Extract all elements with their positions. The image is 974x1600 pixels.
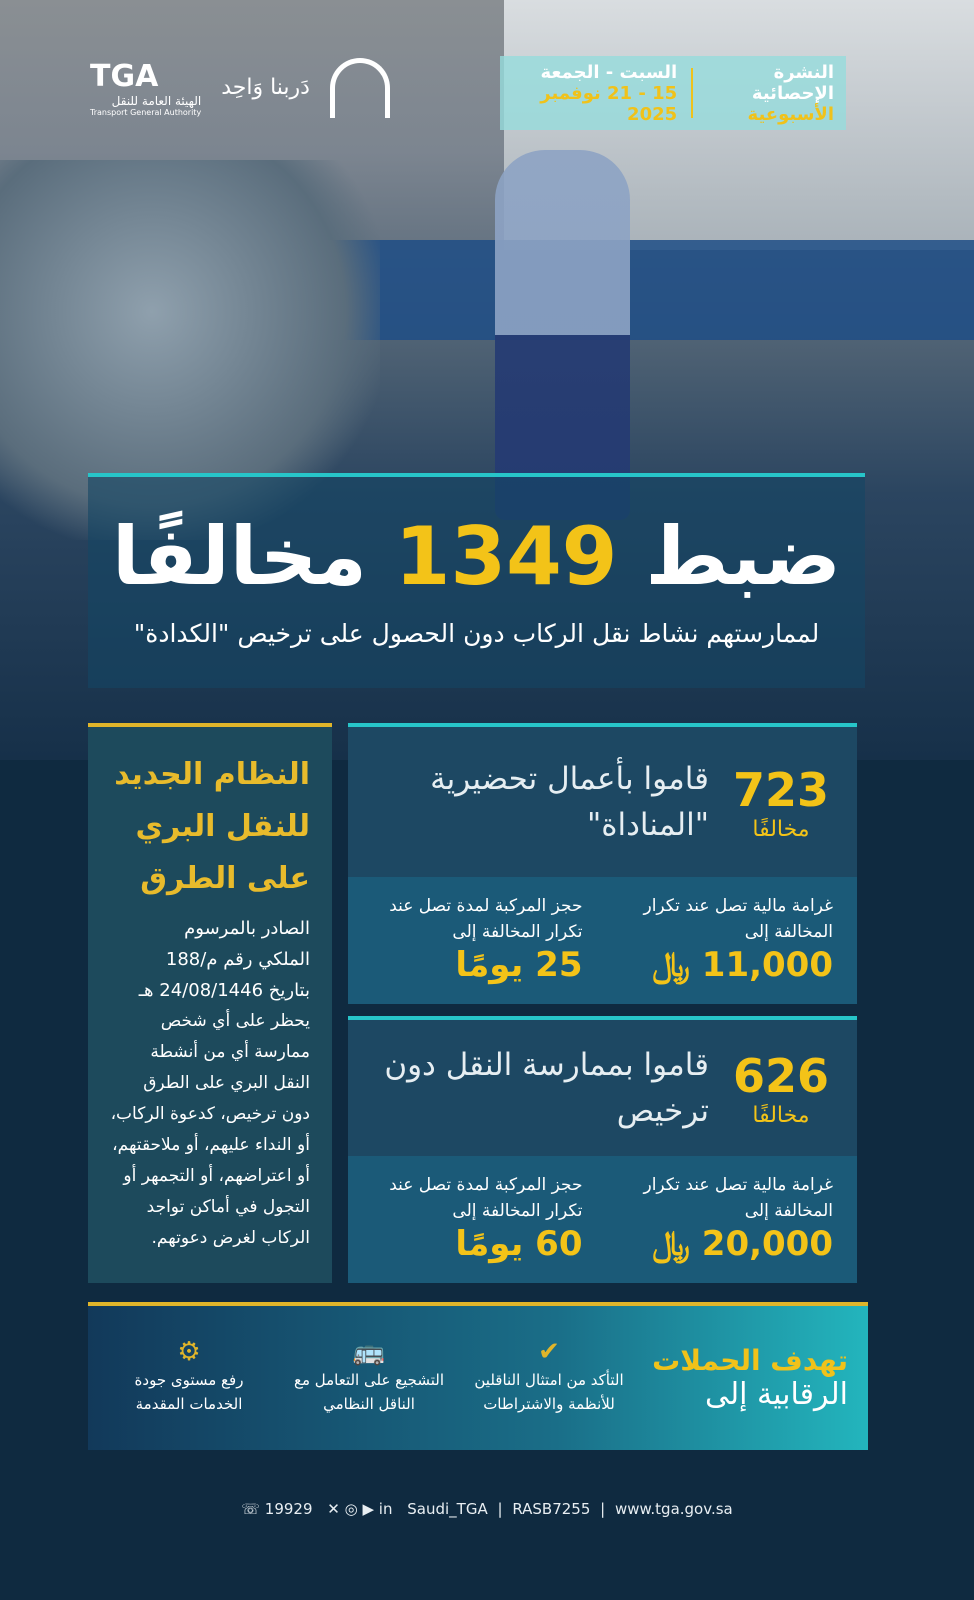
regulation-title: النظام الجديد للنقل البري على الطرق: [110, 749, 310, 905]
goals-title: تهدف الحملات: [652, 1344, 848, 1377]
bulletin-subtitle: الأسبوعية: [747, 103, 834, 125]
issued-line: الصادر بالمرسوم: [184, 918, 310, 939]
headline-subtitle: لممارستهم نشاط نقل الركاب دون الحصول على…: [133, 619, 820, 648]
issued-line: بتاريخ 24/08/1446 هـ: [138, 980, 310, 1001]
violation-description: قاموا بممارسة النقل دون ترخيص: [384, 1047, 709, 1129]
goal-item: 🚌 التشجيع على التعامل مع الناقل النظامي: [288, 1337, 450, 1416]
violation-count-label: مخالفًا: [752, 1102, 810, 1128]
hands-gear-icon: ⚙: [177, 1337, 201, 1367]
goals-subtitle: الرقابية إلى: [704, 1377, 848, 1412]
headline-box: ضبط 1349 مخالفًا لممارستهم نشاط نقل الرك…: [88, 473, 865, 688]
bulletin-days: السبت - الجمعة: [540, 61, 678, 83]
violation-description: قاموا بأعمال تحضيرية "المناداة": [430, 761, 709, 843]
fine-label: غرامة مالية تصل عند تكرار المخالفة إلى: [643, 1175, 833, 1221]
goal-item: ⚙ رفع مستوى جودة الخدمات المقدمة: [108, 1337, 270, 1416]
headline-prefix: ضبط: [645, 510, 841, 603]
title-line: للنقل البري: [135, 809, 310, 844]
goal-item: ✔ التأكد من امتثال الناقلين للأنظمة والاش…: [468, 1337, 630, 1416]
violation-count: 723: [732, 762, 829, 817]
fine-value: 11,000 ﷼: [652, 945, 833, 985]
violation-count-label: مخالفًا: [752, 816, 810, 842]
headline-suffix: مخالفًا: [112, 510, 367, 603]
headline: ضبط 1349 مخالفًا: [88, 507, 865, 607]
road-logo-icon: [329, 58, 390, 118]
rasb-code: RASB7255: [512, 1500, 591, 1518]
regulation-body: يحظر على أي شخص ممارسة أي من أنشطة النقل…: [110, 1011, 310, 1248]
darbna-logo-text: دَربنا وَاحِد: [221, 75, 310, 100]
logos: TGA الهيئة العامة للنقل Transport Genera…: [90, 58, 390, 118]
violation-count: 626: [732, 1048, 829, 1103]
issued-line: الملكي رقم م/188: [165, 949, 310, 970]
bulletin-dates: 15 - 21 نوفمبر 2025: [540, 82, 678, 125]
regulation-panel: النظام الجديد للنقل البري على الطرق الصادر…: [88, 723, 332, 1283]
title-line: النظام الجديد: [114, 757, 310, 792]
goal-text: التشجيع على التعامل مع الناقل النظامي: [293, 1371, 445, 1413]
fine-value: 20,000 ﷼: [652, 1224, 833, 1264]
footer: ☏ 19929 ✕ ◎ ▶ in Saudi_TGA | RASB7255 | …: [241, 1500, 733, 1518]
inspector-figure: [495, 150, 630, 520]
driver-car-check-icon: ✔: [538, 1337, 560, 1367]
headline-number: 1349: [394, 510, 618, 603]
bulletin-header: النشرة الإحصائية الأسبوعية السبت - الجمعة…: [500, 56, 846, 130]
goal-text: رفع مستوى جودة الخدمات المقدمة: [134, 1371, 244, 1413]
impound-label: حجز المركبة لمدة تصل عند تكرار المخالفة …: [389, 1175, 583, 1221]
impound-value: 25 يومًا: [455, 945, 583, 985]
tga-logo: TGA الهيئة العامة للنقل Transport Genera…: [90, 59, 202, 117]
regulation-issued: الصادر بالمرسوم الملكي رقم م/188 بتاريخ 24…: [110, 913, 310, 1006]
divider: [691, 68, 693, 118]
bus-icon: 🚌: [352, 1337, 386, 1367]
violation-card-1: 723 مخالفًا قاموا بأعمال تحضيرية "المنادا…: [348, 723, 857, 1004]
violation-card-2: 626 مخالفًا قاموا بممارسة النقل دون ترخيص…: [348, 1016, 857, 1283]
impound-label: حجز المركبة لمدة تصل عند تكرار المخالفة …: [389, 896, 583, 942]
website-link[interactable]: www.tga.gov.sa: [614, 1500, 733, 1518]
goal-text: التأكد من امتثال الناقلين للأنظمة والاشت…: [474, 1371, 624, 1413]
social-icons: ✕ ◎ ▶ in: [327, 1500, 393, 1518]
bulletin-title: النشرة الإحصائية: [751, 61, 834, 104]
title-line: على الطرق: [140, 861, 310, 896]
phone: ☏ 19929: [241, 1500, 313, 1518]
social-handle[interactable]: Saudi_TGA: [407, 1500, 488, 1518]
fine-label: غرامة مالية تصل عند تكرار المخالفة إلى: [643, 896, 833, 942]
campaign-goals: تهدف الحملات الرقابية إلى ✔ التأكد من امتث…: [88, 1302, 868, 1450]
impound-value: 60 يومًا: [455, 1224, 583, 1264]
